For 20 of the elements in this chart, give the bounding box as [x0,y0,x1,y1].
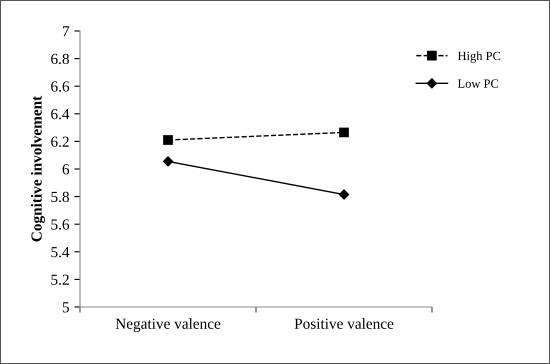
point [338,189,350,200]
legend-label: Low PC [458,79,498,88]
y-tick-label: 6 [62,164,70,174]
y-tick-label: 5.2 [51,274,69,285]
y-axis-title: Cognitive involvement [30,96,45,242]
point [162,156,174,167]
y-tick-label: 6.8 [51,54,69,64]
x-tick-label: Positive valence [294,318,394,329]
y-tick-label: 5.4 [51,247,70,258]
y-tick-label: 5.8 [51,192,69,202]
y-tick-label: 6.4 [51,108,70,120]
y-tick-label: 6.2 [51,136,69,147]
y-tick-label: 5.6 [51,219,70,230]
y-tick-label: 5 [62,302,69,312]
y-tick-label: 6.6 [51,81,70,92]
point [163,135,173,145]
point [339,128,349,138]
legend-label: High PC [458,51,500,63]
y-tick-label: 7 [62,26,70,36]
x-tick-label: Negative valence [116,318,220,332]
